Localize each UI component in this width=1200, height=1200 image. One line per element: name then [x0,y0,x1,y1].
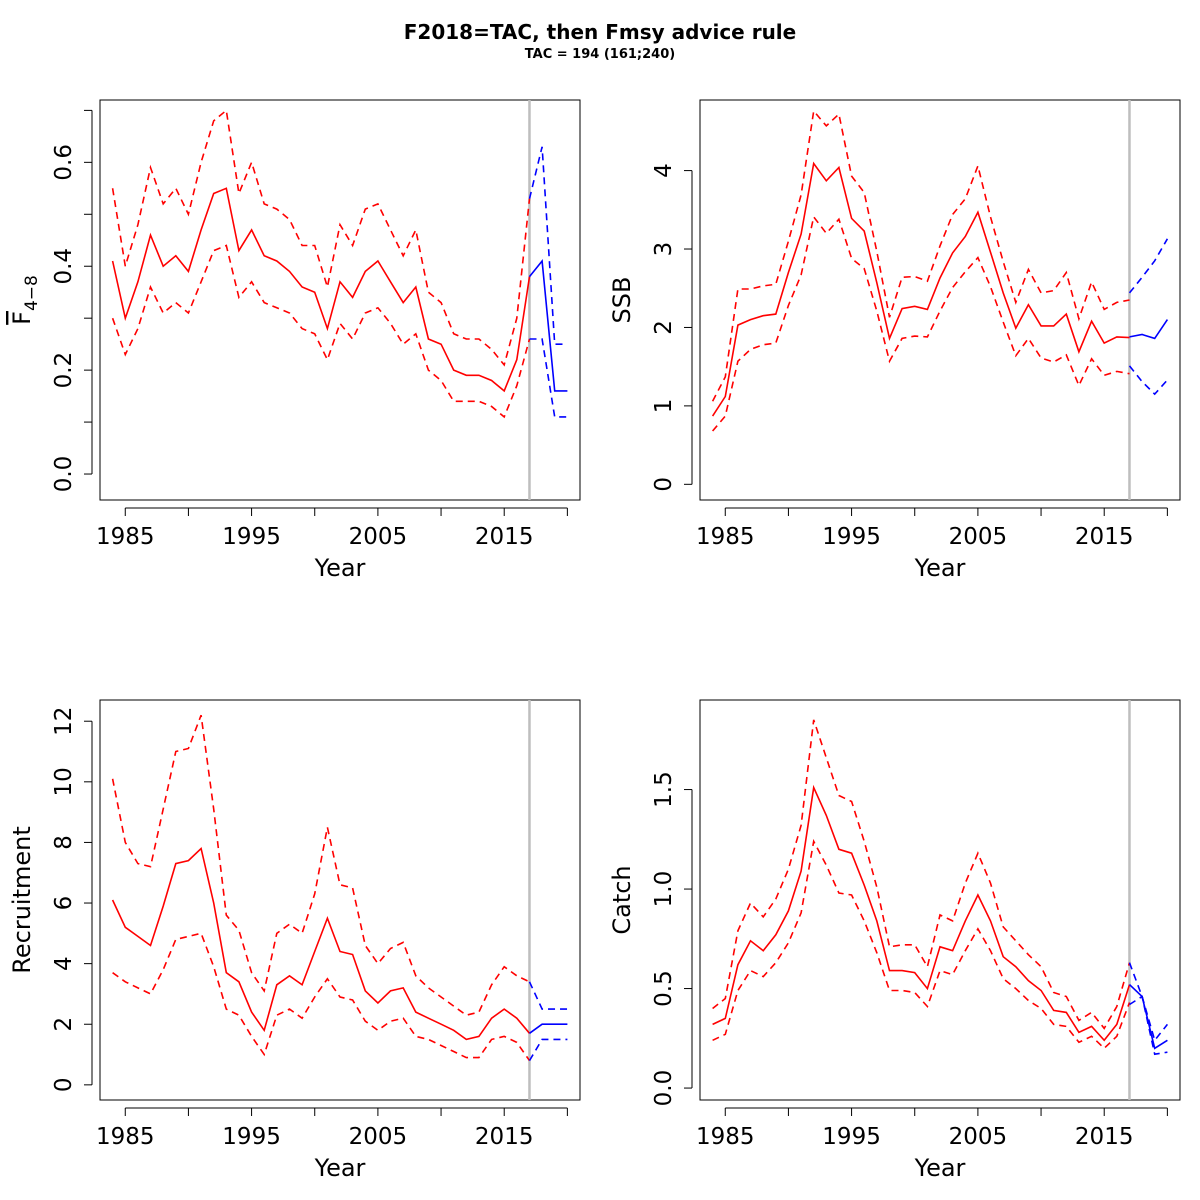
historic-upper-ci-line [711,109,1130,402]
y-tick-label: 8 [51,835,77,850]
historic-upper-ci-line [111,108,531,367]
y-tick-label: 0.2 [51,352,77,389]
x-tick-label: 1985 [96,1124,155,1150]
x-tick-label: 2015 [475,1124,534,1150]
x-tick-label: 1995 [222,524,281,550]
forecast-median-line [529,1023,568,1034]
y-tick-label: 1 [651,399,677,414]
historic-lower-ci-line [111,244,531,419]
x-tick-label: 1985 [696,1124,755,1150]
x-tick-label: 2005 [949,1124,1008,1150]
y-tick-label: 4 [51,956,77,971]
panel-2: 0 1 2 3 4 1985 1995 2005 2015 Year SSB [608,99,1181,582]
chart-title: F2018=TAC, then Fmsy advice rule [403,20,797,44]
x-tick-label: 2005 [349,1124,408,1150]
forecast-median-line [1128,984,1168,1050]
plot-frame [99,99,581,501]
y-tick-label: 0 [51,1078,77,1093]
x-axis-label: Year [314,554,366,582]
x-tick-label: 1995 [822,1124,881,1150]
forecast-lower-ci-line [528,1038,568,1062]
y-tick-label: 0.5 [651,970,677,1007]
y-tick-label: 0.4 [51,248,77,285]
forecast-upper-ci-line [528,981,568,1010]
y-axis-label: Recruitment [8,826,36,973]
historic-median-line [712,784,1131,1042]
historic-lower-ci-line [112,932,531,1062]
forecast-upper-ci-line [1128,238,1169,294]
y-tick-label: 3 [651,242,677,257]
x-axis-label: Year [914,554,966,582]
y-tick-label: 1.0 [651,871,677,908]
historic-median-line [711,161,1130,417]
historic-upper-ci-line [111,714,530,1017]
historic-lower-ci-line [712,838,1131,1050]
x-axis-label: Year [314,1154,366,1182]
x-tick-label: 2015 [1075,1124,1134,1150]
plot-frame [699,699,1181,1101]
x-tick-label: 1995 [822,524,881,550]
forecast-upper-ci-line [1128,962,1169,1043]
y-tick-label: 0.0 [651,1070,677,1107]
y-axis-label-main: F [8,311,36,325]
y-tick-label: 10 [51,767,77,796]
x-tick-label: 1985 [696,524,755,550]
y-axis-label: Catch [608,865,636,934]
y-tick-label: 0 [651,477,677,492]
panel-4: 0.0 0.5 1.0 1.5 1985 1995 2005 2015 Year Catch [608,699,1181,1182]
x-tick-label: 2015 [475,524,534,550]
x-tick-label: 1985 [96,524,155,550]
y-tick-label: 0.6 [51,144,77,181]
y-axis-label: F4−8 [8,275,42,325]
x-tick-label: 1995 [222,1124,281,1150]
y-tick-label: 6 [51,896,77,911]
y-axis-label: SSB [608,277,636,324]
y-axis-label-subscript: 4−8 [22,275,42,311]
chart-subtitle: TAC = 194 (161;240) [524,47,676,62]
forecast-lower-ci-line [529,338,568,418]
plot-frame [99,699,581,1101]
x-axis-label: Year [914,1154,966,1182]
forecast-median-line [1129,319,1169,340]
forecast-median-line [528,258,568,392]
x-tick-label: 2005 [349,524,408,550]
y-tick-label: 0.0 [51,456,77,493]
plot-frame [699,99,1181,501]
panel-1: 0.0 0.2 0.4 0.6 1985 1995 2005 2015 Year F4−8 [8,99,581,582]
panel-3: 0 2 4 6 8 10 12 1985 1995 2005 2015 Year Recruitment [8,699,581,1182]
x-tick-label: 2005 [949,524,1008,550]
y-tick-label: 1.5 [651,771,677,808]
y-tick-label: 4 [651,163,677,178]
y-tick-label: 2 [651,320,677,335]
forecast-upper-ci-line [528,146,568,346]
historic-upper-ci-line [712,719,1131,1030]
y-tick-label: 12 [51,707,77,736]
historic-median-line [111,187,531,393]
historic-median-line [111,846,531,1041]
y-tick-label: 2 [51,1017,77,1032]
historic-lower-ci-line [711,215,1130,432]
forecast-lower-ci-line [1128,365,1168,396]
x-tick-label: 2015 [1075,524,1134,550]
